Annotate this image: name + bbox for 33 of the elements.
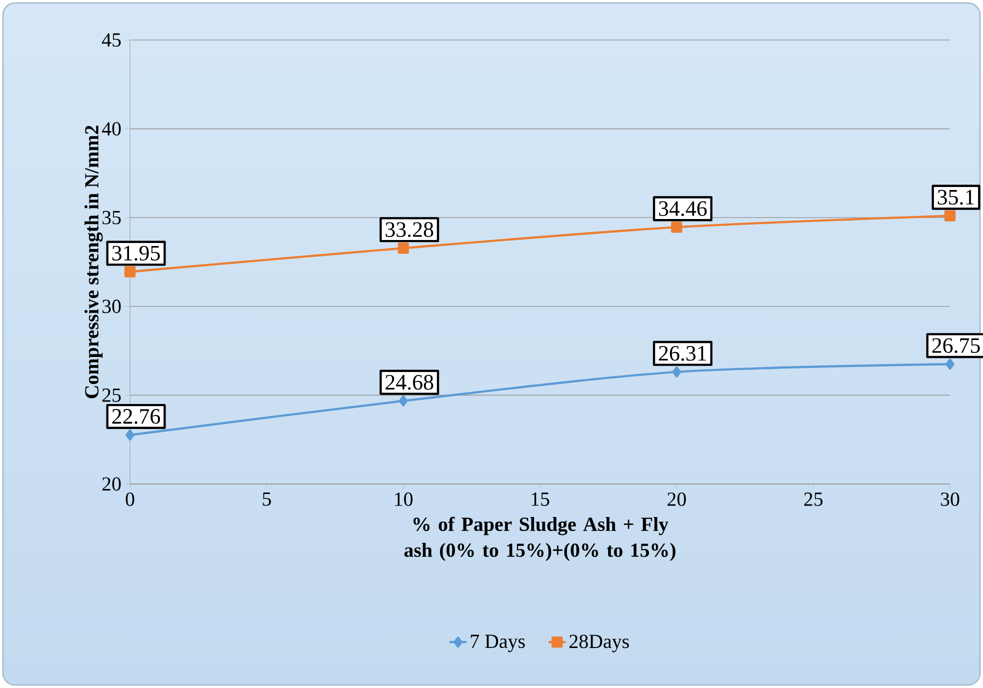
data-label: 34.46: [659, 201, 707, 216]
y-axis-title: Compressive strength in N/mm2: [84, 126, 103, 398]
point: [672, 366, 682, 378]
data-label: 24.68: [386, 374, 434, 390]
y-tick-label: 35: [102, 210, 121, 224]
legend-label: 28Days: [570, 634, 629, 652]
x-axis-title: % of Paper Sludge Ash + Fly ash (0% to 15%)+(0% to 15%): [404, 516, 676, 561]
x-tick-label: 25: [804, 492, 823, 506]
data-label: 26.31: [658, 346, 706, 361]
y-tick-label: 20: [102, 477, 121, 491]
y-tick-label: 45: [102, 33, 121, 47]
point: [398, 395, 408, 406]
x-tick-label: 5: [262, 492, 271, 506]
point: [671, 222, 682, 233]
data-label: 31.95: [112, 246, 160, 261]
point: [126, 429, 134, 441]
data-label: 26.75: [932, 338, 980, 354]
x-tick-label: 0: [126, 492, 134, 506]
data-label: 33.28: [386, 222, 434, 238]
point: [944, 210, 956, 222]
point: [946, 358, 954, 370]
x-tick-label: 20: [668, 492, 686, 506]
point: [124, 266, 136, 278]
x-tick-label: 10: [395, 492, 413, 506]
y-tick-label: 30: [102, 300, 121, 314]
x-tick-label: 30: [941, 492, 960, 506]
y-tick-label: 25: [102, 388, 121, 402]
data-label: 35.1: [938, 190, 974, 205]
data-label: 22.76: [112, 409, 160, 424]
x-tick-label: 15: [532, 492, 550, 506]
y-tick-label: 40: [102, 122, 121, 136]
point: [398, 242, 409, 254]
legend-label: 7 Days: [470, 634, 525, 652]
